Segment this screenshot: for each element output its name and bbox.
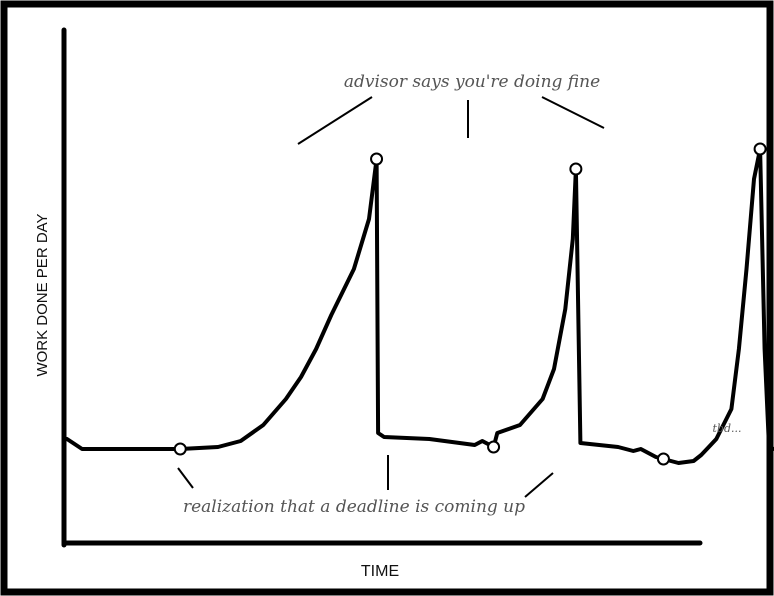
point-markers (173, 142, 767, 466)
leader-deadline-1 (177, 467, 194, 489)
series-line (65, 147, 774, 465)
point-marker-4 (487, 440, 501, 454)
point-marker-2 (753, 142, 767, 156)
annotation-advisor: advisor says you're doing fine (344, 72, 600, 92)
leader-advisor-peak-1 (297, 96, 373, 145)
x-axis-label: TIME (361, 563, 399, 580)
y-axis-label: WORK DONE PER DAY (34, 213, 51, 376)
annotation-deadline: realization that a deadline is coming up (183, 497, 525, 517)
annotation-leaders (177, 96, 605, 498)
leader-deadline-3 (524, 472, 554, 498)
point-marker-3 (173, 442, 187, 456)
point-marker-1 (569, 162, 583, 176)
leader-advisor-peak-3 (541, 96, 605, 129)
point-marker-5 (656, 452, 670, 466)
annotation-tbd: tbd... (713, 422, 742, 435)
point-marker-0 (370, 152, 384, 166)
